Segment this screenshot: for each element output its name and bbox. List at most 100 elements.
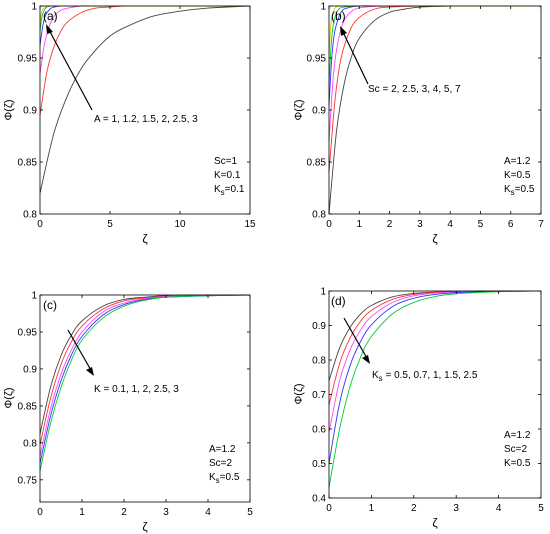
panel-a-annotation: A = 1, 1.2, 1.5, 2, 2.5, 3 — [94, 114, 198, 125]
panel-c-series — [39, 294, 251, 472]
panel-c-param-2: Sc=2 — [209, 458, 233, 469]
panel-b-series-3 — [328, 5, 541, 142]
panel-c-series-4 — [39, 294, 251, 464]
panel-d-ticks: 0 1 2 3 4 5 0.4 0.5 0.6 0.7 0.8 0.9 1 — [312, 287, 544, 515]
panel-d-ytick-label: 0.8 — [312, 356, 326, 367]
panel-b-label: (b) — [331, 9, 346, 23]
panel-a-ylabel: Φ(ζ) — [3, 100, 15, 121]
panel-d-xtick-label: 2 — [411, 503, 417, 514]
panel-b-axes-box — [328, 5, 542, 215]
panel-a-param-3-value: =0.1 — [225, 184, 245, 195]
panel-b-param-3-sub: s — [511, 188, 515, 197]
panel-d-ytick-label: 0.6 — [312, 425, 326, 436]
panel-c-param-3-value: =0.5 — [220, 472, 240, 483]
panel-b-param-3: Ks=0.5 — [504, 184, 535, 197]
panel-c-ylabel: Φ(ζ) — [3, 388, 15, 409]
panel-a-series-1 — [39, 5, 251, 194]
panel-d-xtick-label: 1 — [369, 503, 375, 514]
panel-d-ytick-label: 0.5 — [312, 459, 326, 470]
panel-b-param-3-value: =0.5 — [515, 184, 535, 195]
panel-c-param-3-sub: s — [216, 476, 220, 485]
panel-b-xlabel: ζ — [432, 232, 438, 246]
panel-b-series-1 — [328, 5, 541, 215]
panel-a-ytick-label: 0.95 — [18, 54, 38, 65]
panel-b-ticks: 0 1 2 3 4 5 6 7 0.8 0.85 0.9 0.95 1 — [307, 2, 545, 231]
panel-a-param-3: Ks=0.1 — [214, 184, 245, 197]
panel-d-param-3: K=0.5 — [504, 458, 531, 469]
panel-d-param-1: A=1.2 — [504, 430, 531, 441]
panel-c: 0 1 2 3 4 5 0.75 0.8 0.85 0.9 0.95 1 (c) ζ Φ(ζ) K =… — [3, 291, 253, 534]
panel-a-axes-box — [39, 5, 251, 215]
panel-b-series — [328, 5, 541, 215]
panel-d-series-5 — [328, 290, 542, 488]
panel-a-param-1: Sc=1 — [214, 156, 238, 167]
panel-d-xtick-label: 5 — [538, 503, 544, 514]
panel-c-series-2 — [39, 294, 251, 446]
panel-c-xtick-label: 0 — [37, 507, 43, 518]
panel-d-ytick-label: 0.9 — [312, 321, 326, 332]
panel-d-series-3 — [328, 290, 542, 433]
panel-b-arrow-line — [341, 29, 369, 85]
panel-a-series-6 — [39, 5, 250, 23]
panel-a-xtick-label: 15 — [244, 219, 256, 230]
panel-c-ytick-label: 0.8 — [23, 438, 37, 449]
panel-d-series-4 — [328, 290, 542, 464]
panel-b-ytick-label: 0.8 — [312, 210, 326, 221]
panel-c-xtick-label: 4 — [205, 507, 211, 518]
panel-d-annotation-sub: s — [379, 374, 383, 383]
panel-d-ylabel: Φ(ζ) — [293, 384, 305, 405]
panel-b-param-1: A=1.2 — [504, 156, 531, 167]
panel-c-ytick-label: 0.95 — [18, 327, 38, 338]
panel-d-xtick-label: 4 — [496, 503, 502, 514]
panel-b-arrow-head — [340, 26, 347, 36]
panel-c-arrow-line — [67, 329, 93, 373]
panel-b-param-2: K=0.5 — [504, 170, 531, 181]
panel-d-ytick-label: 1 — [320, 287, 326, 298]
panel-b-ytick-label: 1 — [320, 2, 326, 13]
panel-d-xlabel: ζ — [432, 516, 438, 530]
panel-a-ticks: 0 5 10 15 0.8 0.85 0.9 0.95 1 — [18, 2, 256, 231]
panel-c-xtick-label: 2 — [121, 507, 127, 518]
panel-a-ytick-label: 0.9 — [23, 106, 37, 117]
panel-d-annotation: Ks = 0.5, 0.7, 1, 1.5, 2.5 — [372, 370, 478, 383]
panel-d-ytick-label: 0.7 — [312, 390, 326, 401]
panel-a: 0 5 10 15 0.8 0.85 0.9 0.95 1 (a) ζ Φ(ζ) A = 1, … — [3, 2, 256, 247]
panel-c-series-1 — [39, 294, 251, 435]
panel-b-xtick-label: 4 — [447, 219, 453, 230]
panel-a-series-2 — [39, 5, 250, 116]
panel-d-arrow-head — [362, 355, 370, 364]
panel-b-series-5 — [328, 5, 541, 85]
panel-c-ytick-label: 0.75 — [18, 475, 38, 486]
panel-c-ytick-label: 0.85 — [18, 401, 38, 412]
panel-c-xtick-label: 5 — [247, 507, 253, 518]
panel-a-arrow-head — [46, 24, 53, 34]
panel-d-param-2: Sc=2 — [504, 444, 528, 455]
panel-a-xtick-label: 0 — [37, 219, 43, 230]
panel-a-ytick-label: 0.85 — [18, 158, 38, 169]
panel-d-annotation-base: K — [372, 370, 379, 381]
panel-c-series-5 — [39, 294, 251, 472]
panel-a-xlabel: ζ — [142, 232, 148, 246]
panel-b-xtick-label: 1 — [357, 219, 363, 230]
panel-b-xtick-label: 5 — [478, 219, 484, 230]
panel-a-param-3-base: K — [214, 184, 221, 195]
panel-b-series-6 — [328, 5, 541, 59]
panel-a-xtick-label: 5 — [107, 219, 113, 230]
panel-b-xtick-label: 7 — [538, 219, 544, 230]
panel-a-series-4 — [39, 5, 250, 46]
panel-d-xtick-label: 3 — [453, 503, 459, 514]
panel-b-ytick-label: 0.9 — [312, 106, 326, 117]
panel-a-xtick-label: 10 — [174, 219, 186, 230]
panel-b: 0 1 2 3 4 5 6 7 0.8 0.85 0.9 0.95 1 (b) ζ Φ(ζ) Sc = … — [293, 2, 544, 247]
panel-b-xtick-label: 0 — [326, 219, 332, 230]
panel-b-ylabel: Φ(ζ) — [293, 100, 305, 121]
panel-b-ytick-label: 0.85 — [307, 158, 327, 169]
panel-c-xlabel: ζ — [142, 520, 148, 534]
panel-c-xtick-label: 3 — [163, 507, 169, 518]
panel-c-ticks: 0 1 2 3 4 5 0.75 0.8 0.85 0.9 0.95 1 — [18, 291, 254, 519]
panel-c-axes-box — [39, 294, 251, 503]
panel-b-annotation: Sc = 2, 2.5, 3, 4, 5, 7 — [368, 84, 461, 95]
panel-b-xtick-label: 6 — [508, 219, 514, 230]
panel-a-label: (a) — [43, 9, 58, 23]
